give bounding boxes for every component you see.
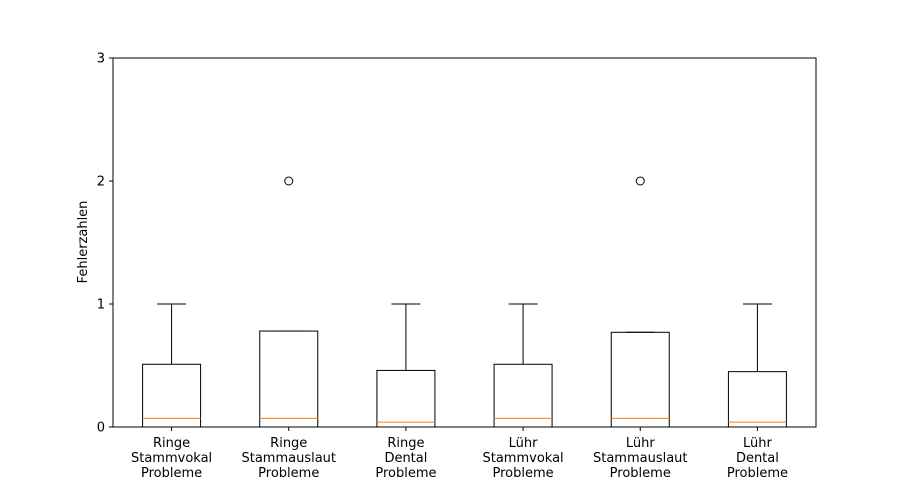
x-tick-label-line: Ringe bbox=[387, 436, 424, 451]
x-tick-label-line: Stammauslaut bbox=[593, 451, 688, 466]
x-tick-label: Ringe Stammvokal Probleme bbox=[131, 436, 212, 480]
box-iqr bbox=[259, 330, 319, 428]
x-tick-label-line: Probleme bbox=[610, 466, 671, 480]
y-tick-label: 2 bbox=[97, 175, 105, 190]
box-iqr bbox=[727, 371, 787, 428]
box-iqr bbox=[142, 363, 202, 428]
x-tick-label-line: Lühr bbox=[626, 436, 655, 451]
x-tick-label: Lühr Stammauslaut Probleme bbox=[593, 436, 688, 480]
y-tick-label: 3 bbox=[97, 52, 105, 67]
y-axis: 0 1 2 3 bbox=[97, 52, 113, 436]
x-tick-label-line: Stammauslaut bbox=[241, 451, 336, 466]
x-tick-label-line: Stammvokal bbox=[482, 451, 563, 466]
box-group bbox=[259, 176, 319, 428]
plot-area-frame bbox=[112, 57, 817, 428]
x-tick-label-line: Ringe bbox=[153, 436, 190, 451]
x-tick-label: Lühr Dental Probleme bbox=[727, 436, 788, 480]
x-tick-label-line: Probleme bbox=[493, 466, 554, 480]
box-group bbox=[610, 176, 670, 428]
x-tick-label-line: Probleme bbox=[258, 466, 319, 480]
x-tick-label-line: Lühr bbox=[743, 436, 772, 451]
y-tick-label: 1 bbox=[97, 298, 105, 313]
outlier-point bbox=[284, 176, 294, 186]
x-tick-label-line: Dental bbox=[384, 451, 427, 466]
x-tick-label-line: Lühr bbox=[509, 436, 538, 451]
x-tick-label-line: Probleme bbox=[727, 466, 788, 480]
x-tick-label: Lühr Stammvokal Probleme bbox=[482, 436, 563, 480]
plot-marks bbox=[142, 176, 787, 428]
x-tick-label: Ringe Stammauslaut Probleme bbox=[241, 436, 336, 480]
y-tick-label: 0 bbox=[97, 421, 105, 436]
box-iqr bbox=[376, 369, 436, 428]
y-axis-label: Fehlerzahlen bbox=[76, 201, 91, 284]
box-group bbox=[727, 303, 787, 428]
box-iqr bbox=[610, 331, 670, 428]
x-tick-label-line: Stammvokal bbox=[131, 451, 212, 466]
box-group bbox=[376, 303, 436, 428]
x-tick-label: Ringe Dental Probleme bbox=[375, 436, 436, 480]
box-group bbox=[142, 303, 202, 428]
x-tick-label-line: Probleme bbox=[375, 466, 436, 480]
box-group bbox=[493, 303, 553, 428]
outlier-point bbox=[635, 176, 645, 186]
x-tick-label-line: Probleme bbox=[141, 466, 202, 480]
box-iqr bbox=[493, 363, 553, 428]
x-tick-label-line: Ringe bbox=[270, 436, 307, 451]
x-tick-label-line: Dental bbox=[736, 451, 779, 466]
